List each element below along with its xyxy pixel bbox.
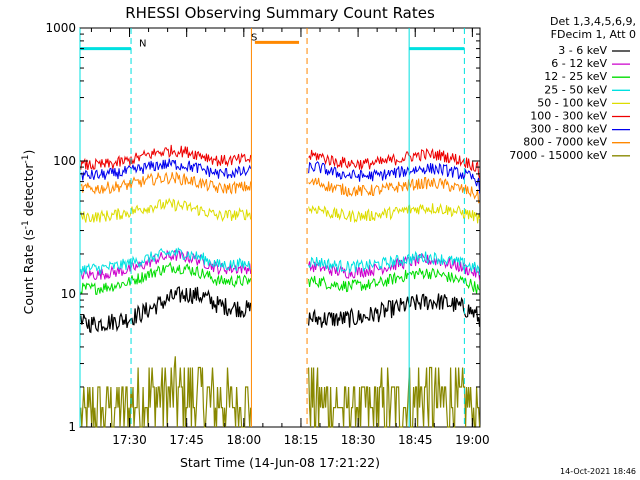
series-3-6-keV-keV [80, 286, 481, 334]
y-tick-label: 100 [53, 154, 76, 168]
series-7000-15000-keV-keV [80, 356, 481, 428]
x-tick-label: 18:00 [227, 433, 262, 447]
y-axis-label-prefix: Count Rate (s [21, 229, 36, 314]
chart-title: RHESSI Observing Summary Count Rates [125, 4, 435, 22]
y-axis-label-suffix: ) [21, 150, 36, 155]
x-tick-label: 18:30 [341, 433, 376, 447]
legend-header-line-1: Det 1,3,4,5,6,9, [550, 15, 636, 28]
series-50-100-keV-keV [80, 197, 481, 224]
legend: Det 1,3,4,5,6,9, FDecim 1, Att 0 3 - 6 k… [509, 15, 636, 162]
series-300-800-keV-keV [80, 158, 481, 194]
x-tick-label: 17:30 [112, 433, 147, 447]
y-axis-label-mid: detector [21, 163, 36, 221]
x-tick-label: 18:45 [398, 433, 433, 447]
x-axis-label: Start Time (14-Jun-08 17:21:22) [180, 455, 380, 470]
series-100-300-keV-keV [80, 144, 481, 179]
flag-N: N [79, 28, 465, 427]
x-tick-label: 19:00 [455, 433, 490, 447]
legend-header-line-2: FDecim 1, Att 0 [551, 28, 636, 41]
legend-entry-label: 50 - 100 keV [537, 96, 607, 109]
generation-timestamp: 14-Oct-2021 18:46 [560, 467, 636, 476]
x-tick-label: 17:45 [169, 433, 204, 447]
y-tick-label: 10 [61, 287, 76, 301]
y-tick-label: 1 [68, 420, 76, 434]
legend-entry-label: 100 - 300 keV [530, 110, 607, 123]
legend-entry-label: 7000 - 15000 keV [509, 149, 607, 162]
y-axis-label-sup2: -1 [21, 155, 31, 164]
axis-layer: 1 10 100 1000 17:30 17:45 18:00 18:15 18:30 18:45… [45, 21, 489, 447]
x-tick-label: 18:15 [284, 433, 319, 447]
flag-layer: NS [79, 28, 465, 427]
y-axis-label: Count Rate (s-1 detector-1) [21, 150, 36, 315]
legend-entry-label: 300 - 800 keV [530, 123, 607, 136]
legend-entry-label: 25 - 50 keV [544, 83, 607, 96]
series-12-25-keV-keV [80, 261, 480, 295]
legend-entry-label: 800 - 7000 keV [523, 136, 607, 149]
flag-S-label: S [251, 32, 257, 43]
legend-entry-label: 12 - 25 keV [544, 70, 607, 83]
y-axis-label-sup: -1 [21, 220, 31, 229]
series-25-50-keV-keV [80, 247, 481, 276]
legend-entry-label: 6 - 12 keV [551, 57, 607, 70]
series-layer [80, 144, 481, 428]
flag-N-label: N [139, 39, 146, 50]
legend-entry-label: 3 - 6 keV [558, 44, 607, 57]
y-tick-label: 1000 [45, 21, 76, 35]
series-800-7000-keV-keV [80, 171, 480, 204]
flag-S: S [250, 28, 308, 427]
